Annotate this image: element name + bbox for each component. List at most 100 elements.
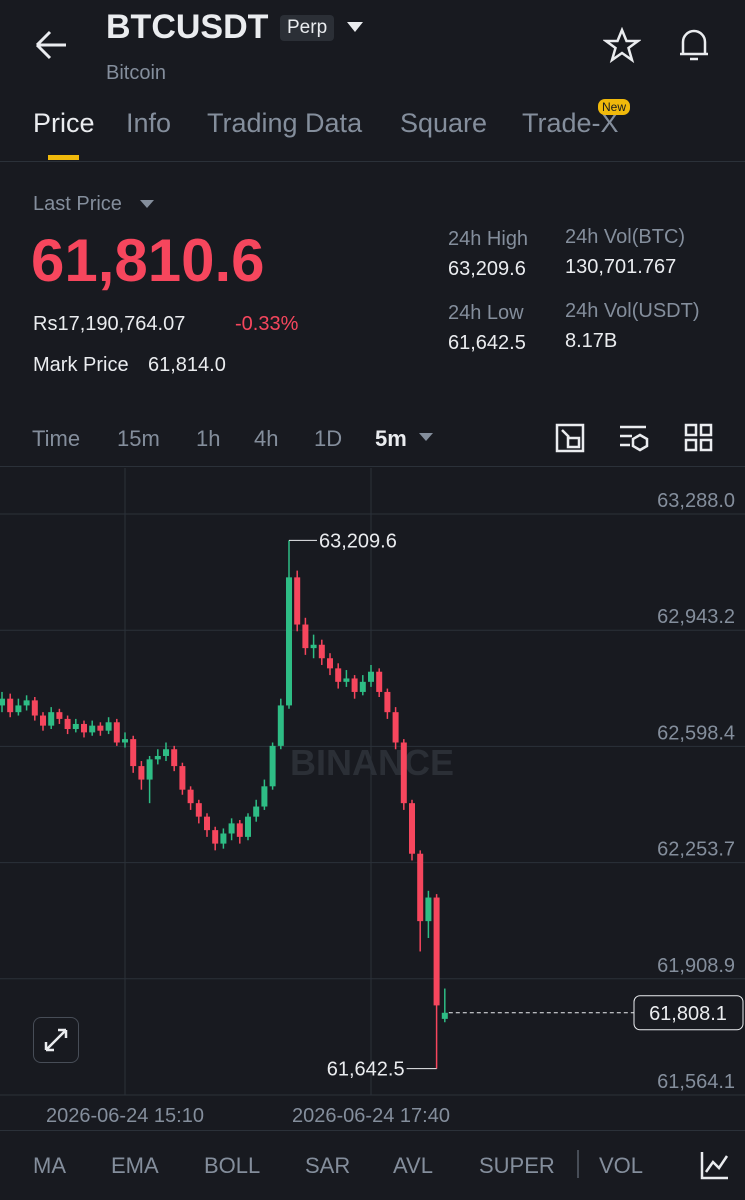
candle-body [187, 789, 194, 804]
caret [419, 433, 433, 441]
last-price-label: 61,808.1 [649, 1003, 727, 1025]
settings[interactable] [618, 423, 650, 453]
indicator[interactable]: VOL [599, 1153, 644, 1178]
candle-body [89, 725, 96, 733]
y-tick-label: 62,253.7 [657, 839, 735, 861]
candle-body [171, 749, 178, 767]
candle-body [97, 725, 104, 731]
candle-body [195, 803, 202, 817]
candle-body [359, 681, 366, 692]
indicator[interactable]: BOLL [204, 1153, 261, 1178]
indicator[interactable]: SAR [305, 1153, 351, 1178]
candle-body [228, 823, 235, 834]
candle-body [138, 766, 145, 780]
change: -0.33% [235, 313, 299, 335]
y-tick-label: 62,943.2 [657, 606, 735, 628]
symbol: BTCUSDT [106, 8, 269, 46]
indicator[interactable]: EMA [111, 1153, 159, 1178]
last-price: 61,810.6 [31, 227, 265, 294]
tab[interactable]: Square [400, 108, 488, 138]
candle-body [392, 712, 399, 743]
x-tick-label: 2026-06-24 15:10 [46, 1105, 204, 1127]
candle-body [417, 853, 424, 922]
favorite[interactable] [603, 27, 641, 65]
timeframe[interactable]: Time [32, 426, 81, 451]
tab[interactable]: Info [126, 108, 172, 138]
y-tick-label: 61,908.9 [657, 955, 735, 977]
divider [0, 1130, 745, 1131]
stat-label: 24h Vol(USDT) [565, 300, 700, 322]
candle-body [286, 577, 292, 706]
candle-body [179, 766, 186, 790]
candle-body [400, 742, 407, 804]
y-tick-label: 63,288.0 [657, 490, 735, 512]
candle-body [433, 897, 440, 1006]
candle-body [245, 816, 251, 837]
candle-body [40, 715, 46, 726]
timeframe[interactable]: 1h [196, 426, 221, 451]
stat-label: 24h Low [448, 302, 524, 324]
indicator[interactable]: MA [33, 1153, 66, 1178]
candle-body [376, 671, 383, 692]
candle-body [294, 577, 301, 625]
candle-body [122, 739, 128, 743]
price-label[interactable]: Last Price [33, 193, 122, 215]
divider [0, 466, 745, 467]
candle-body [220, 833, 227, 844]
candle-body [163, 749, 169, 756]
tab[interactable]: Price [33, 108, 95, 138]
candle-body [81, 723, 87, 733]
indicator[interactable]: AVL [393, 1153, 433, 1178]
candle-body [343, 678, 350, 682]
caret [140, 200, 154, 208]
timeframe[interactable]: 4h [254, 426, 279, 451]
candle-body [105, 722, 112, 731]
candle-body [130, 739, 137, 767]
watermark: BINANCE [290, 742, 454, 783]
fullscreen[interactable] [555, 423, 585, 453]
chart-settings[interactable] [700, 1150, 730, 1180]
candle-body [277, 705, 284, 746]
y-tick-label: 62,598.4 [657, 722, 735, 744]
candle-body [236, 823, 243, 837]
candle-body [0, 698, 5, 706]
annotation: 61,642.5 [327, 1059, 405, 1081]
timeframe[interactable]: 1D [314, 426, 343, 451]
candle-body [56, 712, 63, 719]
back-button[interactable] [33, 28, 69, 62]
stat-label: 24h High [448, 228, 529, 250]
candle-body [48, 712, 55, 726]
candle-body [7, 698, 14, 713]
candle-body [15, 705, 22, 713]
fiat-price: Rs17,190,764.07 [33, 313, 186, 335]
candle-body [204, 816, 210, 831]
caret[interactable] [346, 20, 364, 34]
mark-label: Mark Price [33, 354, 129, 376]
candle-body [154, 755, 161, 760]
candle-body [261, 786, 268, 807]
candle-body [269, 745, 276, 787]
tab[interactable]: Trading Data [207, 108, 363, 138]
badge[interactable]: Perp [280, 15, 335, 41]
annotation: 63,209.6 [319, 530, 397, 552]
indicator[interactable]: SUPER [479, 1153, 555, 1178]
timeframe[interactable]: 15m [117, 426, 160, 451]
candle-body [425, 897, 432, 922]
candle-body [146, 759, 153, 780]
x-tick-label: 2026-06-24 17:40 [292, 1105, 450, 1127]
candle-body [310, 644, 317, 649]
candle-body [441, 1012, 448, 1019]
candle-body [23, 700, 30, 706]
layout[interactable] [684, 423, 714, 453]
tab-indicator [48, 155, 79, 160]
expand-button[interactable] [33, 1017, 79, 1063]
stat-value: 61,642.5 [448, 332, 526, 354]
last-price-box [633, 995, 744, 1031]
asset-name: Bitcoin [106, 62, 167, 84]
timeframe[interactable]: 5m [375, 426, 407, 451]
candle-body [327, 658, 333, 669]
candle-body [72, 723, 79, 730]
alerts[interactable] [675, 25, 713, 65]
